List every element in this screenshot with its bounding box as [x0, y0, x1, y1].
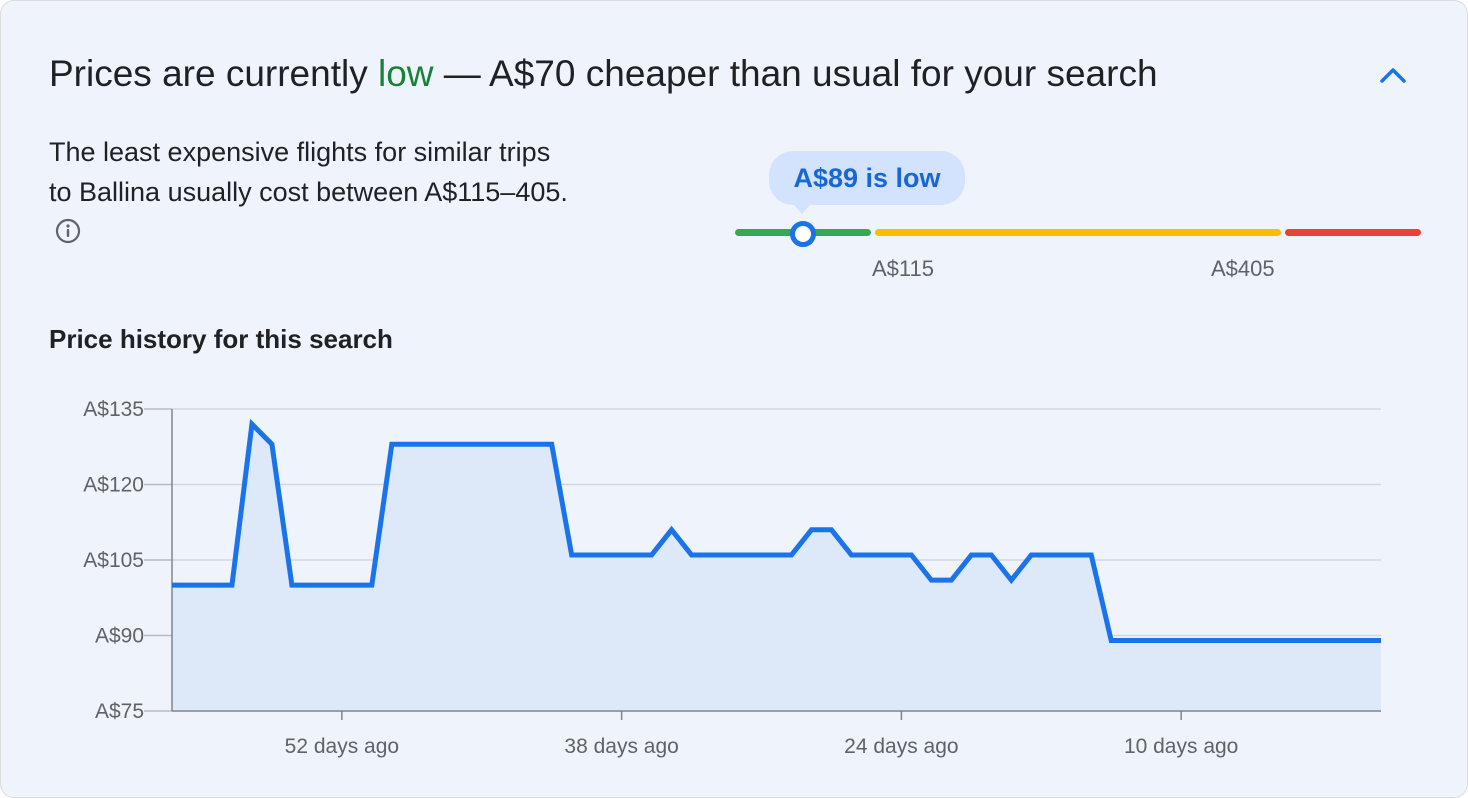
- x-tick-label: 52 days ago: [285, 735, 399, 758]
- y-tick-label: A$75: [95, 700, 144, 723]
- range-high-label: A$405: [1211, 256, 1275, 281]
- price-area-fill: [172, 424, 1381, 711]
- current-price-marker: [790, 221, 816, 247]
- info-icon[interactable]: [55, 215, 81, 255]
- price-history-line: [172, 418, 1381, 644]
- price-history-title: Price history for this search: [49, 324, 393, 354]
- x-tick-label: 38 days ago: [564, 735, 678, 758]
- price-status-low: low: [378, 53, 434, 94]
- bubble-pointer: [793, 204, 811, 214]
- price-range-summary: The least expensive flights for similar …: [49, 132, 569, 255]
- y-tick-label: A$135: [83, 398, 144, 421]
- summary-text: The least expensive flights for similar …: [49, 137, 568, 207]
- y-tick-label: A$120: [83, 474, 144, 497]
- headline-suffix: — A$70 cheaper than usual for your searc…: [433, 53, 1158, 94]
- chevron-up-icon: [1380, 68, 1406, 83]
- y-tick-label: A$90: [95, 625, 144, 648]
- price-status-headline: Prices are currently low — A$70 cheaper …: [49, 51, 1158, 97]
- y-tick-label: A$105: [83, 549, 144, 572]
- price-range-typical-segment: [875, 229, 1281, 236]
- x-tick-label: 24 days ago: [844, 735, 958, 758]
- price-history-chart: A$135 A$120 A$105 A$90 A$75 52 days ago 38 day…: [83, 398, 1381, 758]
- price-range-high-segment: [1285, 229, 1421, 236]
- collapse-button[interactable]: [1369, 53, 1417, 97]
- current-price-bubble: A$89 is low: [769, 151, 965, 205]
- range-low-label: A$115: [872, 256, 934, 281]
- x-tick-label: 10 days ago: [1124, 735, 1238, 758]
- headline-prefix: Prices are currently: [49, 53, 378, 94]
